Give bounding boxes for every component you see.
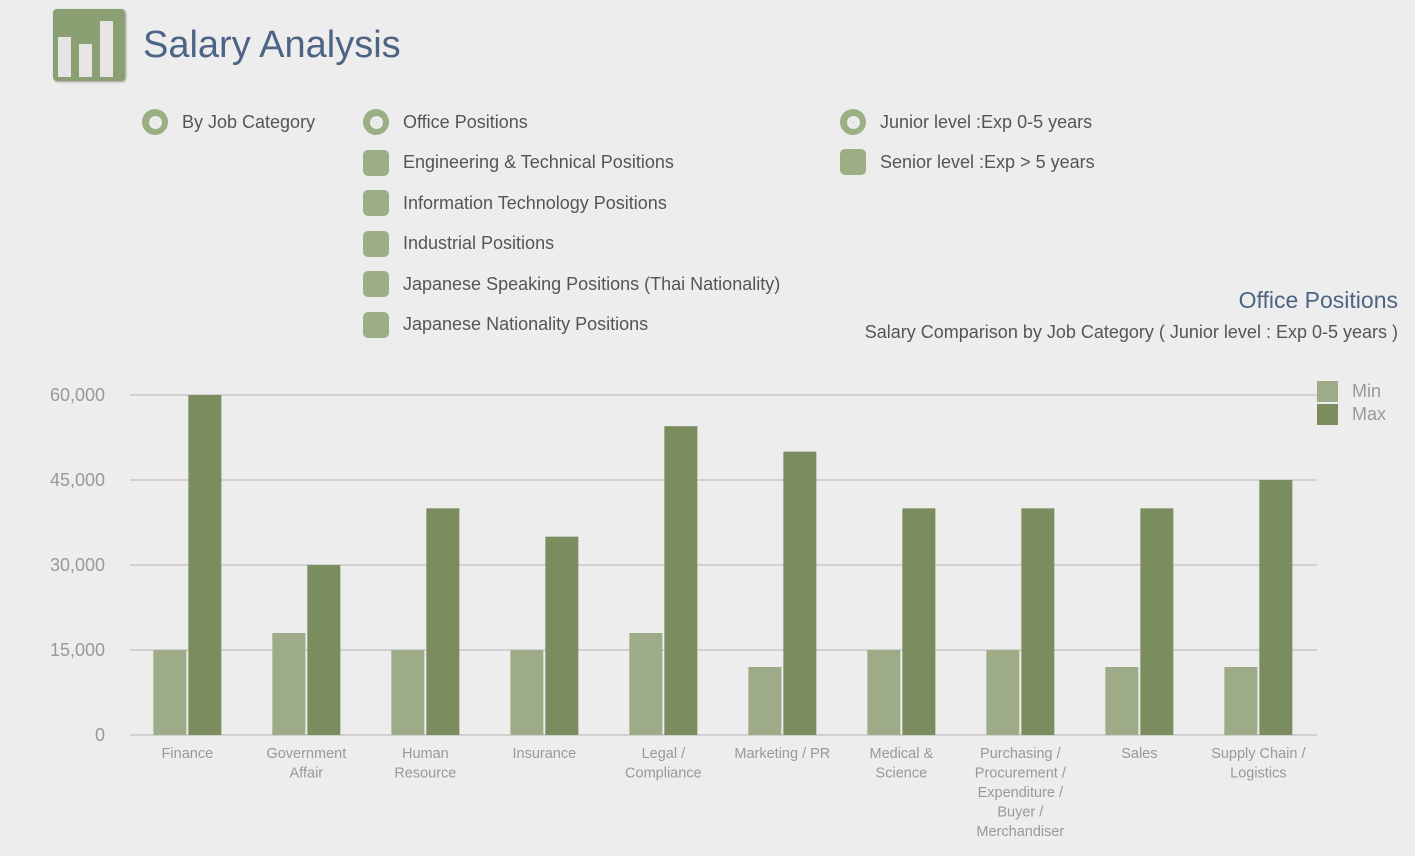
chart-subtitle: Salary Comparison by Job Category ( Juni… — [864, 322, 1398, 342]
x-tick-label: Legal / Compliance — [625, 746, 702, 782]
x-tick-line: Science — [876, 766, 928, 782]
legend-label: Max — [1352, 404, 1386, 424]
option-box-icon[interactable] — [363, 271, 389, 297]
bar-min[interactable] — [867, 650, 901, 735]
y-tick-label: 0 — [95, 725, 105, 745]
bar-max[interactable] — [188, 395, 222, 735]
y-tick-label: 30,000 — [50, 555, 105, 575]
filter-option[interactable]: Japanese Speaking Positions (Thai Nation… — [363, 271, 780, 297]
option-box-icon[interactable] — [840, 149, 866, 175]
x-tick-line: Insurance — [513, 746, 577, 762]
bar-max[interactable] — [1021, 508, 1055, 735]
bar-max[interactable] — [307, 565, 341, 735]
x-tick-line: Affair — [290, 766, 324, 782]
x-tick-label: Purchasing / Procurement / Expenditure / Bu… — [975, 746, 1067, 840]
filter-option[interactable]: Industrial Positions — [363, 230, 555, 257]
x-tick-line: Merchandiser — [976, 824, 1064, 840]
x-tick-label: Finance — [162, 746, 214, 762]
bar-min[interactable] — [510, 650, 544, 735]
x-tick-line: Sales — [1121, 746, 1157, 762]
filter-option[interactable]: Japanese Nationality Positions — [363, 311, 649, 338]
option-box-icon[interactable] — [363, 149, 389, 176]
x-tick-label: Marketing / PR — [734, 746, 830, 762]
radio-selected-icon[interactable] — [363, 109, 389, 135]
x-tick-line: Compliance — [625, 766, 702, 782]
bar-min[interactable] — [153, 650, 187, 735]
y-tick-label: 15,000 — [50, 640, 105, 660]
x-tick-line: Resource — [394, 766, 456, 782]
x-tick-label: Supply Chain / Logistics — [1211, 746, 1306, 782]
bar-min[interactable] — [391, 650, 425, 735]
bar-min[interactable] — [986, 650, 1020, 735]
page-title: Salary Analysis — [143, 24, 401, 66]
bar-min[interactable] — [1105, 667, 1139, 735]
filter-option-label: Information Technology Positions — [403, 192, 667, 213]
x-tick-line: Marketing / PR — [734, 746, 830, 762]
filter-option[interactable]: Office Positions — [363, 109, 528, 135]
bar-max[interactable] — [1140, 508, 1174, 735]
filter-option-label: Japanese Nationality Positions — [403, 314, 649, 334]
x-tick-line: Human — [402, 746, 449, 762]
filter-option[interactable]: Junior level :Exp 0-5 years — [840, 109, 1092, 135]
option-box-icon[interactable] — [363, 311, 389, 338]
legend-swatch-min — [1317, 381, 1338, 402]
bar-max[interactable] — [1259, 480, 1293, 735]
filter-option-label: Japanese Speaking Positions (Thai Nation… — [403, 273, 781, 294]
bar-min[interactable] — [748, 667, 782, 735]
x-tick-line: Legal / — [642, 746, 687, 762]
x-tick-label: Sales — [1121, 746, 1157, 762]
y-tick-label: 60,000 — [50, 385, 105, 405]
bar-min[interactable] — [1224, 667, 1258, 735]
radio-selected-icon[interactable] — [840, 109, 866, 135]
bar-min[interactable] — [629, 633, 663, 735]
x-tick-line: Government — [266, 746, 346, 762]
x-tick-line: Purchasing / — [980, 746, 1062, 762]
filter-option[interactable]: Senior level :Exp > 5 years — [840, 149, 1095, 175]
x-tick-line: Procurement / — [975, 766, 1067, 782]
legend-swatch-max — [1317, 404, 1338, 425]
x-tick-line: Medical & — [870, 746, 934, 762]
option-box-icon[interactable] — [363, 230, 389, 257]
filter-option-label: By Job Category — [182, 111, 316, 132]
x-tick-line: Buyer / — [997, 805, 1044, 821]
x-tick-line: Logistics — [1230, 766, 1286, 782]
filter-option-label: Senior level :Exp > 5 years — [880, 151, 1095, 172]
x-tick-label: Medical & Science — [870, 746, 934, 782]
bar-max[interactable] — [902, 508, 936, 735]
radio-selected-icon[interactable] — [142, 109, 168, 135]
chart-title: Office Positions — [1238, 287, 1398, 313]
x-tick-label: Government Affair — [266, 746, 346, 782]
x-tick-label: Human Resource — [394, 746, 456, 782]
legend-label: Min — [1352, 381, 1381, 401]
filter-option[interactable]: Information Technology Positions — [363, 190, 667, 216]
filter-option[interactable]: Engineering & Technical Positions — [363, 149, 674, 176]
y-tick-label: 45,000 — [50, 470, 105, 490]
bar-max[interactable] — [545, 536, 579, 735]
filter-option-label: Engineering & Technical Positions — [403, 152, 674, 172]
x-tick-label: Insurance — [513, 746, 577, 762]
bar-max[interactable] — [426, 508, 460, 735]
x-tick-line: Supply Chain / — [1211, 746, 1306, 762]
bar-max[interactable] — [664, 426, 698, 735]
x-tick-line: Expenditure / — [978, 785, 1064, 801]
filter-option-label: Industrial Positions — [403, 233, 555, 253]
bar-min[interactable] — [272, 633, 306, 735]
option-box-icon[interactable] — [363, 190, 389, 216]
filter-option-label: Office Positions — [403, 111, 528, 132]
filter-option[interactable]: By Job Category — [142, 109, 315, 135]
filter-option-label: Junior level :Exp 0-5 years — [880, 111, 1093, 132]
app-logo-chart-icon — [53, 9, 125, 81]
bar-max[interactable] — [783, 451, 817, 735]
x-tick-line: Finance — [162, 746, 214, 762]
